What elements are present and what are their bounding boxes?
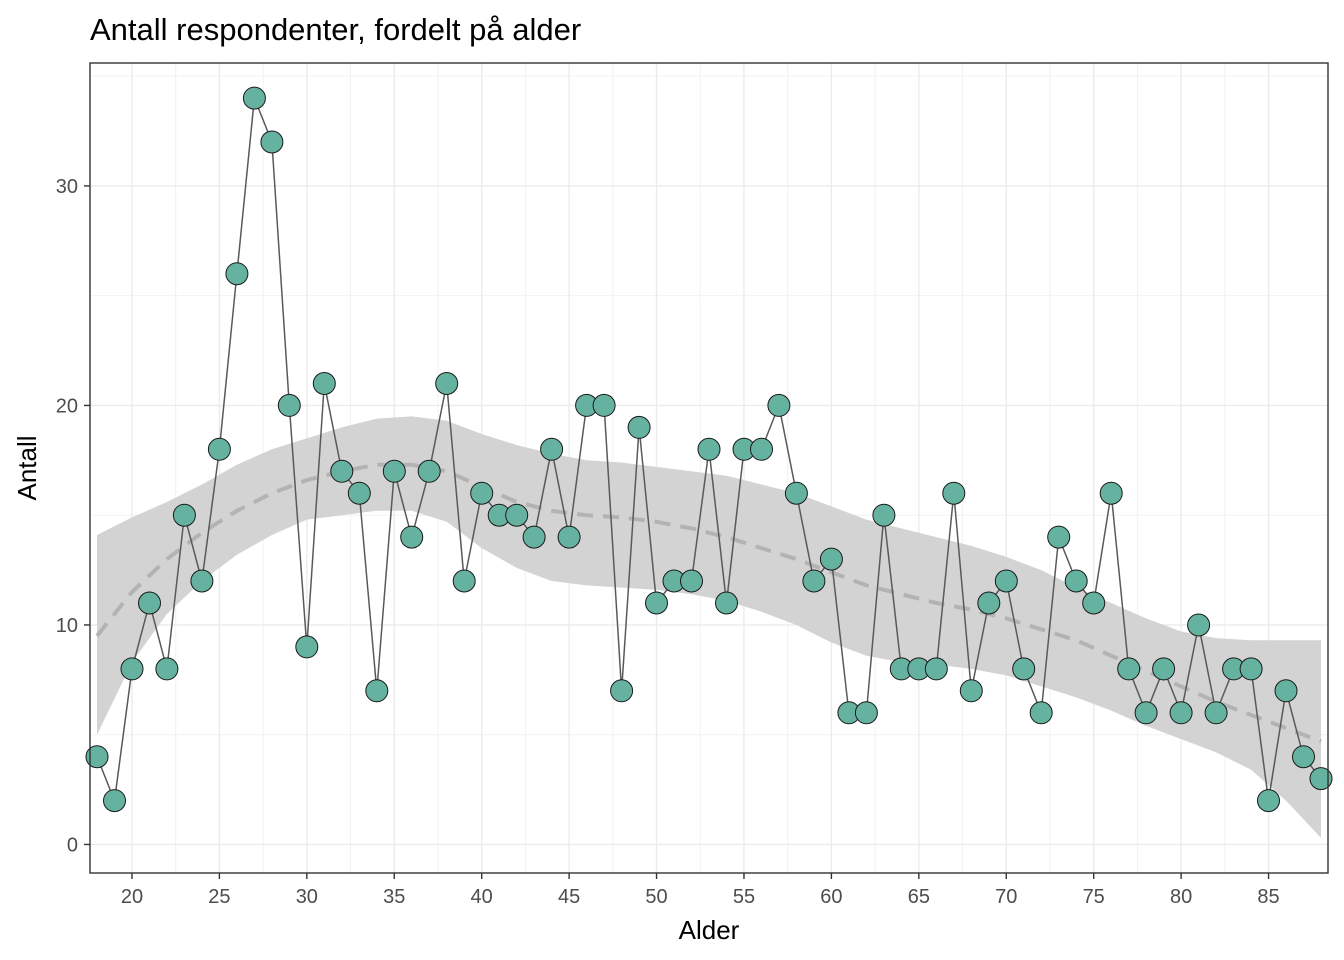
data-point — [365, 679, 389, 703]
x-axis-label: Alder — [679, 915, 740, 945]
data-point — [400, 525, 424, 549]
y-tick-label: 10 — [56, 615, 78, 637]
x-tick-label: 25 — [208, 886, 230, 908]
data-point — [592, 393, 616, 417]
data-point — [1029, 701, 1053, 725]
x-tick-label: 35 — [383, 886, 405, 908]
x-tick-label: 40 — [471, 886, 493, 908]
data-point — [1204, 701, 1228, 725]
data-point — [522, 525, 546, 549]
data-point — [610, 679, 634, 703]
data-point — [1309, 767, 1333, 791]
data-point — [347, 481, 371, 505]
data-point — [417, 459, 441, 483]
trend-line — [95, 462, 1322, 744]
x-tick-label: 65 — [908, 886, 930, 908]
data-point — [872, 503, 896, 527]
confidence-band-layer — [97, 416, 1321, 838]
data-point — [277, 393, 301, 417]
data-point — [435, 372, 459, 395]
data-point — [1292, 745, 1315, 769]
data-point — [680, 569, 703, 593]
data-point — [103, 789, 126, 813]
data-point — [1134, 701, 1158, 725]
data-point — [138, 591, 161, 615]
data-point — [1012, 657, 1036, 681]
data-point — [767, 393, 791, 417]
data-point — [627, 415, 651, 439]
data-point — [505, 503, 529, 527]
data-point — [312, 372, 336, 395]
y-tick-label: 20 — [56, 395, 78, 417]
y-axis-label: Antall — [12, 435, 42, 500]
data-point — [819, 547, 843, 571]
points-layer — [85, 86, 1333, 813]
y-tick-label: 0 — [67, 834, 78, 856]
data-point — [1064, 569, 1088, 593]
data-point — [207, 437, 231, 461]
data-point — [1239, 657, 1263, 681]
data-point — [959, 679, 983, 703]
data-point — [854, 701, 878, 725]
data-point — [120, 657, 144, 681]
data-point — [540, 437, 564, 461]
data-point — [155, 657, 179, 681]
x-tick-label: 55 — [733, 886, 755, 908]
chart-title: Antall respondenter, fordelt på alder — [90, 12, 581, 47]
data-point — [645, 591, 668, 615]
data-point — [994, 569, 1018, 593]
data-point — [85, 745, 109, 769]
x-tick-label: 50 — [645, 886, 667, 908]
x-tick-label: 20 — [121, 886, 143, 908]
data-point — [1152, 657, 1176, 681]
x-tick-label: 45 — [558, 886, 580, 908]
data-point — [977, 591, 1001, 615]
trend-line-layer — [95, 462, 1322, 744]
data-point — [1257, 789, 1280, 813]
y-tick-label: 30 — [56, 176, 78, 198]
data-point — [1274, 679, 1298, 703]
data-point — [382, 459, 406, 483]
data-point — [557, 525, 581, 549]
data-point — [750, 437, 773, 461]
x-tick-label: 70 — [995, 886, 1017, 908]
data-point — [715, 591, 738, 615]
x-tick-label: 60 — [820, 886, 842, 908]
x-tick-label: 80 — [1170, 886, 1192, 908]
data-point — [802, 569, 826, 593]
x-tick-label: 30 — [296, 886, 318, 908]
data-point — [260, 130, 284, 154]
data-point — [452, 569, 476, 593]
plot-border — [89, 62, 1329, 874]
confidence-band — [97, 416, 1321, 838]
data-point — [1099, 481, 1123, 505]
data-point — [190, 569, 214, 593]
data-point — [1082, 591, 1106, 615]
data-point — [1117, 657, 1141, 681]
data-point — [697, 437, 721, 461]
x-tick-label: 75 — [1083, 886, 1105, 908]
data-point — [1169, 701, 1193, 725]
data-point — [330, 459, 354, 483]
data-point — [225, 262, 249, 286]
data-point — [172, 503, 196, 527]
y-axis: 0 10 20 30 — [56, 176, 90, 856]
data-point — [242, 86, 266, 110]
data-point — [470, 481, 494, 505]
data-point — [295, 635, 319, 659]
data-point — [784, 481, 808, 505]
data-point — [924, 657, 948, 681]
data-point — [1047, 525, 1071, 549]
data-point — [1187, 613, 1211, 637]
x-axis: 20 25 30 35 40 45 50 55 60 65 70 75 80 85 — [121, 873, 1280, 908]
data-point — [942, 481, 966, 505]
x-tick-label: 85 — [1257, 886, 1279, 908]
